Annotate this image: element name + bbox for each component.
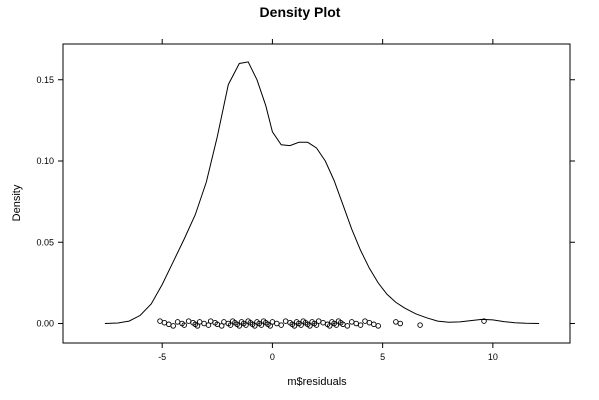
y-tick-label: 0.05 (36, 237, 54, 247)
rug-point (170, 323, 176, 329)
rug-layer (157, 318, 487, 329)
x-axis: -5 0 5 10 (158, 39, 498, 362)
rug-point (282, 318, 289, 324)
rug-point (315, 318, 322, 324)
rug-point (349, 319, 355, 325)
rug-point (166, 321, 172, 328)
rug-point (194, 323, 201, 329)
y-axis-label: Density (11, 184, 23, 221)
rug-point (298, 322, 304, 328)
plot-frame (62, 43, 571, 344)
rug-point (269, 319, 276, 325)
rug-point (333, 322, 340, 328)
rug-point (218, 323, 225, 329)
rug-point (258, 322, 265, 328)
rug-point (243, 322, 249, 328)
y-axis: 0.00 0.05 0.10 0.15 (36, 75, 575, 329)
y-tick-label: 0.10 (36, 156, 54, 166)
rug-point (393, 319, 399, 325)
rug-point (326, 323, 333, 329)
rug-point (278, 322, 284, 328)
rug-point (205, 322, 212, 328)
rug-point (267, 323, 273, 329)
rug-point (344, 323, 351, 329)
rug-point (157, 318, 163, 324)
rug-point (201, 320, 207, 327)
rug-point (357, 322, 364, 328)
rug-point (397, 320, 404, 327)
plot-border (62, 43, 571, 344)
rug-point (353, 320, 359, 327)
rug-point (274, 320, 280, 327)
rug-point (227, 322, 234, 328)
rug-point (207, 318, 214, 324)
rug-point (366, 319, 373, 326)
rug-point (252, 323, 258, 329)
rug-point (236, 323, 243, 329)
x-tick-label: 10 (488, 352, 498, 362)
rug-point (196, 319, 203, 325)
rug-point (481, 318, 487, 324)
x-tick-label: 5 (380, 352, 385, 362)
rug-point (174, 319, 181, 325)
density-layer (104, 61, 540, 324)
y-tick-label: 0.00 (36, 319, 54, 329)
rug-point (320, 319, 326, 326)
rug-point (375, 323, 381, 329)
rug-point (185, 318, 192, 324)
rug-point (161, 319, 168, 326)
rug-point (181, 322, 187, 328)
x-axis-label: m$residuals (287, 376, 347, 388)
y-tick-label: 0.15 (36, 75, 54, 85)
rug-point (417, 322, 423, 328)
rug-point (371, 321, 377, 328)
x-tick-label: -5 (158, 352, 166, 362)
chart-title: Density Plot (260, 4, 341, 20)
rug-point (291, 323, 298, 329)
x-tick-label: 0 (270, 352, 275, 362)
rug-point (221, 319, 227, 325)
rug-point (362, 318, 368, 324)
density-curve (104, 61, 540, 324)
rug-point (313, 322, 320, 328)
rug-point (307, 323, 313, 329)
